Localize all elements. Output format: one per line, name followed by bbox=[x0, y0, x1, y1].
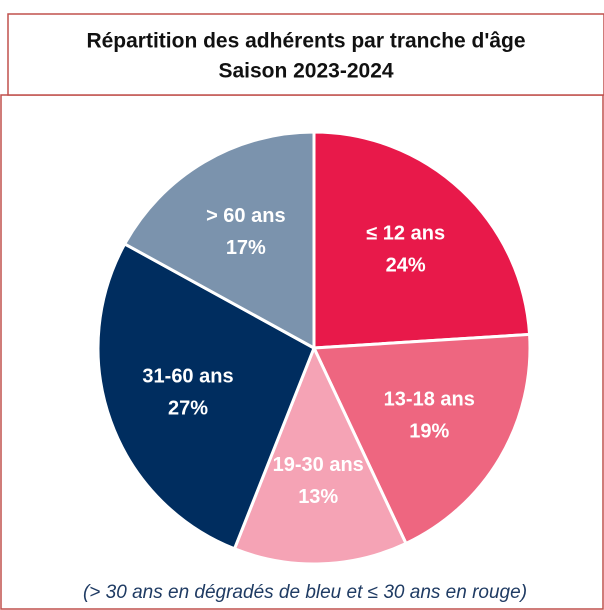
pie bbox=[96, 130, 532, 566]
slice-value-label: 19% bbox=[409, 420, 449, 442]
pie-slice bbox=[232, 344, 408, 566]
pie-slice bbox=[312, 130, 532, 350]
slice-value-label: 27% bbox=[168, 398, 208, 420]
pie-slice bbox=[96, 241, 316, 551]
slice-category-label: ≤ 12 ans bbox=[366, 223, 445, 245]
pie-slice bbox=[122, 130, 316, 351]
slice-value-label: 13% bbox=[298, 486, 338, 508]
slice-category-label: 13-18 ans bbox=[384, 388, 475, 410]
chart-title: Répartition des adhérents par tranche d'… bbox=[86, 30, 525, 53]
chart-subtitle: Saison 2023-2024 bbox=[218, 60, 393, 83]
annotation: (> 30 ans en dégradés de bleu et ≤ 30 an… bbox=[83, 582, 527, 603]
title-box bbox=[7, 13, 604, 96]
slice-category-label: 19-30 ans bbox=[273, 454, 364, 476]
pie-slice bbox=[311, 332, 532, 546]
slice-value-label: 24% bbox=[386, 255, 426, 277]
slice-category-label: > 60 ans bbox=[206, 205, 286, 227]
slice-category-label: 31-60 ans bbox=[142, 366, 233, 388]
slice-value-label: 17% bbox=[226, 237, 266, 259]
